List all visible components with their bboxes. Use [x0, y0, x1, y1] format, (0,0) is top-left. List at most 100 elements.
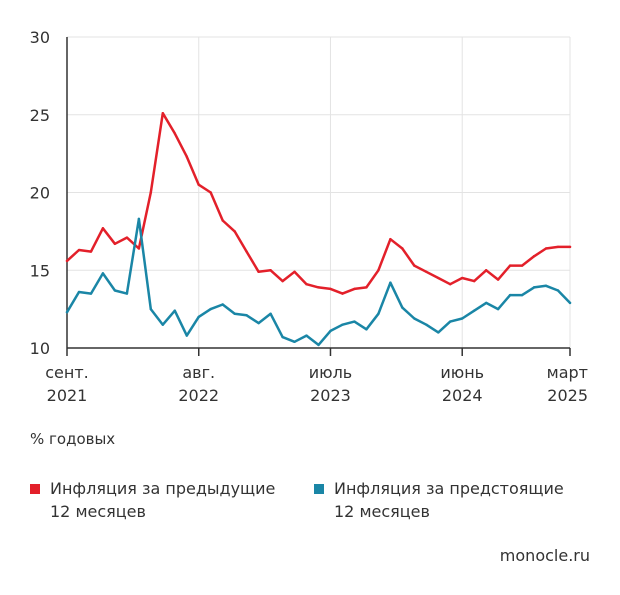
- y-axis: 10 15 20 25 30: [30, 28, 68, 358]
- series-line-2: [65, 217, 572, 347]
- data-point-series-1: [65, 259, 69, 263]
- data-point-series-1: [221, 219, 224, 222]
- data-point-series-2: [281, 335, 284, 339]
- legend-swatch-red: [30, 484, 40, 494]
- data-point-series-1: [77, 248, 81, 252]
- data-point-series-2: [173, 309, 176, 312]
- data-point-series-2: [161, 323, 165, 326]
- data-point-series-1: [365, 286, 368, 289]
- data-point-series-1: [508, 264, 512, 267]
- data-point-series-2: [137, 217, 141, 221]
- data-point-series-2: [377, 312, 380, 315]
- data-point-series-1: [389, 237, 392, 241]
- data-point-series-1: [520, 264, 524, 267]
- data-point-series-2: [329, 329, 332, 333]
- data-point-series-2: [520, 293, 524, 297]
- series-lines: [65, 111, 572, 347]
- data-point-series-1: [137, 247, 141, 250]
- data-point-series-2: [149, 307, 153, 311]
- legend-label-series-1: Инфляция за предыдущие 12 месяцев: [50, 479, 276, 521]
- series-line-1: [65, 111, 572, 295]
- data-point-series-1: [233, 230, 236, 233]
- data-point-series-1: [269, 269, 272, 272]
- data-point-series-2: [437, 331, 440, 334]
- data-point-series-2: [233, 312, 236, 315]
- data-point-series-1: [472, 279, 476, 283]
- y-tick-label: 20: [30, 184, 50, 203]
- data-point-series-1: [125, 236, 129, 239]
- data-point-series-1: [113, 242, 117, 246]
- data-point-series-2: [209, 307, 212, 311]
- data-point-series-1: [425, 270, 428, 274]
- x-tick-label-month: июль: [309, 363, 353, 382]
- data-point-series-2: [353, 320, 356, 323]
- data-point-series-2: [568, 301, 572, 305]
- data-point-series-2: [544, 284, 548, 287]
- data-point-series-1: [341, 292, 344, 295]
- data-point-series-1: [149, 191, 153, 194]
- data-point-series-1: [293, 270, 296, 274]
- data-point-series-2: [413, 317, 416, 320]
- data-point-series-2: [101, 272, 105, 275]
- data-point-series-2: [472, 309, 476, 312]
- x-tick-label-year: 2022: [178, 386, 219, 405]
- data-point-series-1: [353, 287, 356, 291]
- data-point-series-2: [305, 334, 308, 337]
- data-point-series-2: [77, 290, 81, 294]
- data-point-series-2: [484, 301, 488, 305]
- x-tick-label-month: март: [547, 363, 588, 382]
- data-point-series-1: [377, 269, 380, 272]
- legend-label-series-2: Инфляция за предстоящие 12 месяцев: [334, 479, 564, 521]
- data-point-series-2: [341, 323, 344, 326]
- data-point-series-1: [449, 283, 452, 286]
- data-point-series-2: [125, 292, 129, 295]
- data-point-series-2: [461, 317, 464, 320]
- data-point-series-2: [449, 320, 452, 323]
- data-point-series-1: [245, 250, 248, 253]
- data-point-series-1: [281, 279, 284, 283]
- data-point-series-2: [185, 334, 188, 337]
- y-tick-label: 25: [30, 106, 50, 125]
- data-point-series-2: [245, 314, 248, 317]
- data-point-series-1: [317, 286, 320, 289]
- data-point-series-1: [461, 276, 464, 280]
- data-point-series-1: [496, 278, 500, 281]
- data-point-series-1: [401, 247, 404, 250]
- data-point-series-1: [257, 270, 260, 274]
- data-point-series-2: [556, 289, 560, 292]
- x-axis: сент. 2021 авг. 2022 июль 2023 июнь 2024 март 202…: [45, 347, 588, 405]
- data-point-series-2: [257, 321, 260, 325]
- data-point-series-2: [389, 281, 392, 284]
- y-tick-label: 15: [30, 261, 50, 280]
- data-point-series-1: [305, 283, 308, 286]
- data-point-series-1: [89, 250, 93, 253]
- data-point-series-1: [568, 245, 572, 249]
- x-tick-label-year: 2021: [47, 386, 88, 405]
- data-point-series-2: [508, 293, 512, 297]
- data-point-series-1: [185, 155, 188, 158]
- data-point-series-2: [365, 328, 368, 331]
- data-point-series-1: [197, 183, 200, 186]
- data-point-series-1: [437, 276, 440, 280]
- data-point-series-1: [532, 255, 536, 258]
- x-tick-label-month: авг.: [182, 363, 215, 382]
- data-point-series-2: [401, 306, 404, 309]
- data-point-series-2: [89, 292, 93, 295]
- data-point-series-2: [293, 340, 296, 343]
- legend-swatch-blue: [314, 484, 324, 494]
- y-tick-label: 10: [30, 339, 50, 358]
- data-point-series-1: [173, 132, 176, 135]
- x-tick-label-month: сент.: [45, 363, 89, 382]
- data-point-series-2: [317, 343, 320, 347]
- x-tick-label-year: 2023: [310, 386, 351, 405]
- data-point-series-1: [544, 247, 548, 250]
- data-point-series-2: [197, 315, 200, 319]
- source-credit: monocle.ru: [499, 546, 590, 565]
- data-point-series-2: [221, 303, 224, 306]
- legend-item-series-2: Инфляция за предстоящие 12 месяцев: [314, 477, 564, 523]
- x-tick-label-year: 2024: [442, 386, 483, 405]
- data-point-series-1: [101, 227, 105, 230]
- legend-item-series-1: Инфляция за предыдущие 12 месяцев: [30, 477, 275, 523]
- data-point-series-1: [556, 245, 560, 249]
